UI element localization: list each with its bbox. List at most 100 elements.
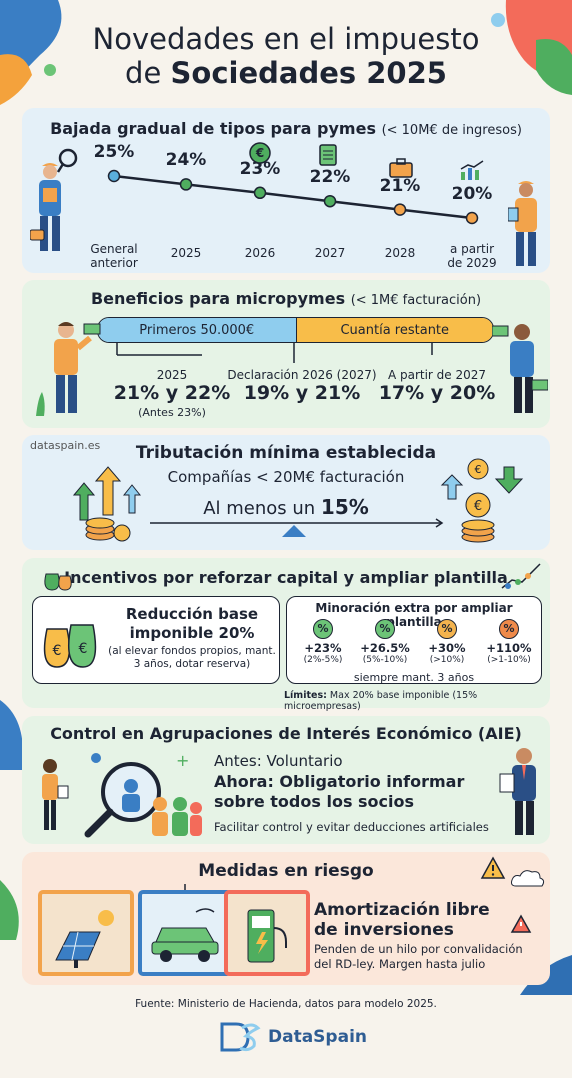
staff-increment-value: +110% — [486, 641, 532, 655]
rate-year-label: 2028 — [384, 246, 416, 260]
staff-increment-item: % +26.5% (5%-10%) — [357, 619, 413, 665]
brand-name: DataSpain — [268, 1027, 367, 1047]
growth-chart-icon — [459, 160, 485, 182]
rate-value-label: 25% — [93, 142, 135, 162]
magnifier-over-group-illustration: + — [36, 746, 206, 842]
money-bag-small-icon — [40, 564, 74, 592]
percent-icon: % — [313, 619, 333, 639]
rate-value-label: 23% — [239, 158, 281, 179]
rate-point — [465, 211, 479, 225]
section-micropymes-benefits: Beneficios para micropymes (< 1M€ factur… — [22, 280, 550, 428]
staff-increment-range: (2%-5%) — [303, 655, 343, 665]
corner-decoration-top-left — [0, 0, 75, 105]
rate-point — [323, 194, 337, 208]
dataspain-logo: DataSpain — [218, 1020, 367, 1054]
svg-text:€: € — [474, 499, 482, 514]
rate-year-label: 2025 — [170, 246, 202, 260]
charging-station-frame-icon — [222, 888, 312, 978]
rate-value-label: 22% — [309, 167, 351, 188]
leaf-decoration-bottom-left — [0, 880, 28, 940]
staff-increment-value: +26.5% — [360, 641, 410, 655]
briefcase-icon — [389, 158, 413, 178]
micropyme-2025-rates: 21% y 22% — [113, 382, 231, 404]
woman-with-money-illustration — [492, 320, 548, 420]
cloud-icon — [510, 868, 546, 888]
warning-icon — [480, 856, 506, 880]
section6-heading: Medidas en riesgo — [198, 861, 374, 881]
staff-increment-value: +30% — [428, 641, 466, 655]
rate-year-label: 2026 — [244, 246, 276, 260]
section5-heading: Control en Agrupaciones de Interés Econó… — [50, 724, 522, 743]
bar-segment-first-50000: Primeros 50.000€ — [98, 318, 296, 342]
section-measures-at-risk: Medidas en riesgo — [22, 852, 550, 985]
svg-text:€: € — [53, 643, 62, 659]
rate-line — [113, 174, 473, 220]
svg-text:€: € — [79, 641, 88, 657]
aie-now-text: Ahora: Obligatorio informar sobre todos … — [214, 772, 465, 811]
rate-point — [393, 203, 407, 216]
title-line-2: de Sociedades 2025 — [125, 56, 447, 90]
rate-year-label: 2027 — [314, 246, 346, 260]
rate-year-label: a partir de 2029 — [447, 242, 497, 270]
section2-heading: Beneficios para micropymes (< 1M€ factur… — [90, 289, 482, 308]
staff-increment-item: % +23% (2%-5%) — [295, 619, 351, 665]
staff-expansion-title: Minoración extra por ampliar plantilla — [315, 601, 513, 629]
corner-decoration-top-right — [486, 0, 572, 95]
bracket-connectors — [116, 343, 433, 363]
dataspain-logo-icon — [218, 1020, 262, 1054]
minimum-rate-line: Al menos un 15% — [203, 495, 369, 519]
micropyme-2026-label: Declaración 2026 (2027) — [227, 368, 377, 382]
rising-staff-icon — [500, 560, 544, 592]
solar-panel-frame-icon — [36, 888, 136, 978]
bracket-bar: Primeros 50.000€ Cuantía restante — [97, 317, 494, 343]
percent-icon: % — [437, 619, 457, 639]
svg-text:€: € — [255, 146, 264, 160]
percent-icon: % — [499, 619, 519, 639]
rate-value-label: 20% — [451, 184, 493, 204]
staff-expansion-card: Minoración extra por ampliar plantilla %… — [286, 596, 542, 684]
section3-heading: Tributación mínima establecida — [135, 443, 437, 463]
micropyme-2027-rates: 17% y 20% — [378, 382, 496, 404]
source-text: Fuente: Ministerio de Hacienda, datos pa… — [135, 998, 437, 1010]
staff-increment-range: (>10%) — [429, 655, 465, 665]
micropyme-2026-rates: 19% y 21% — [243, 382, 361, 404]
man-with-money-illustration — [32, 320, 102, 420]
limits-text: Límites: Max 20% base imponible (15% mic… — [284, 690, 478, 712]
leaf-decoration-left — [0, 700, 30, 770]
section-aie-control: Control en Agrupaciones de Interés Econó… — [22, 716, 550, 844]
capital-reduction-card: € € Reducción base imponible 20% (al ele… — [32, 596, 280, 684]
rate-value-label: 24% — [165, 150, 207, 171]
staff-increment-range: (>1-10%) — [487, 655, 531, 665]
rate-value-label: 21% — [379, 175, 421, 196]
section4-heading: Incentivos por reforzar capital y amplia… — [64, 568, 508, 587]
balance-line — [150, 518, 444, 537]
rate-timeline-chart — [107, 169, 479, 225]
rate-point — [107, 169, 121, 183]
document-icon — [319, 144, 337, 166]
title-line-1: Novedades en el impuesto — [92, 22, 480, 56]
svg-text:+: + — [176, 751, 189, 770]
euro-coin-icon: € — [249, 142, 271, 164]
businessman-with-clipboard-illustration — [498, 746, 546, 838]
section-incentives: Incentivos por reforzar capital y amplia… — [22, 558, 550, 712]
capital-reduction-note: (al elevar fondos propios, mant. 3 años,… — [108, 645, 276, 670]
rate-year-label: General anterior — [90, 242, 138, 270]
falling-arrows-and-coins-icon: € € — [430, 457, 530, 545]
micropyme-2025-label: 2025 — [156, 368, 188, 382]
worker-with-tablet-illustration — [508, 178, 548, 270]
aie-note-text: Facilitar control y evitar deducciones a… — [214, 820, 489, 834]
svg-text:€: € — [475, 463, 482, 476]
staff-increment-item: % +30% (>10%) — [419, 619, 475, 665]
capital-reduction-title: Reducción base imponible 20% — [125, 605, 259, 642]
rising-arrows-and-coins-icon — [62, 465, 162, 545]
watermark-text: dataspain.es — [30, 439, 101, 452]
staff-increment-range: (5%-10%) — [362, 655, 408, 665]
staff-expansion-footer: siempre mant. 3 años — [353, 671, 475, 684]
measure-headline: Amortización libre de inversiones — [314, 900, 490, 940]
section1-heading: Bajada gradual de tipos para pymes (< 10… — [50, 119, 522, 138]
micropyme-2025-note: (Antes 23%) — [138, 406, 206, 419]
section3-subtitle: Compañías < 20M€ facturación — [167, 468, 405, 486]
bar-segment-remaining: Cuantía restante — [295, 318, 493, 342]
rate-point — [253, 186, 267, 200]
warning-icon-small — [510, 914, 532, 934]
